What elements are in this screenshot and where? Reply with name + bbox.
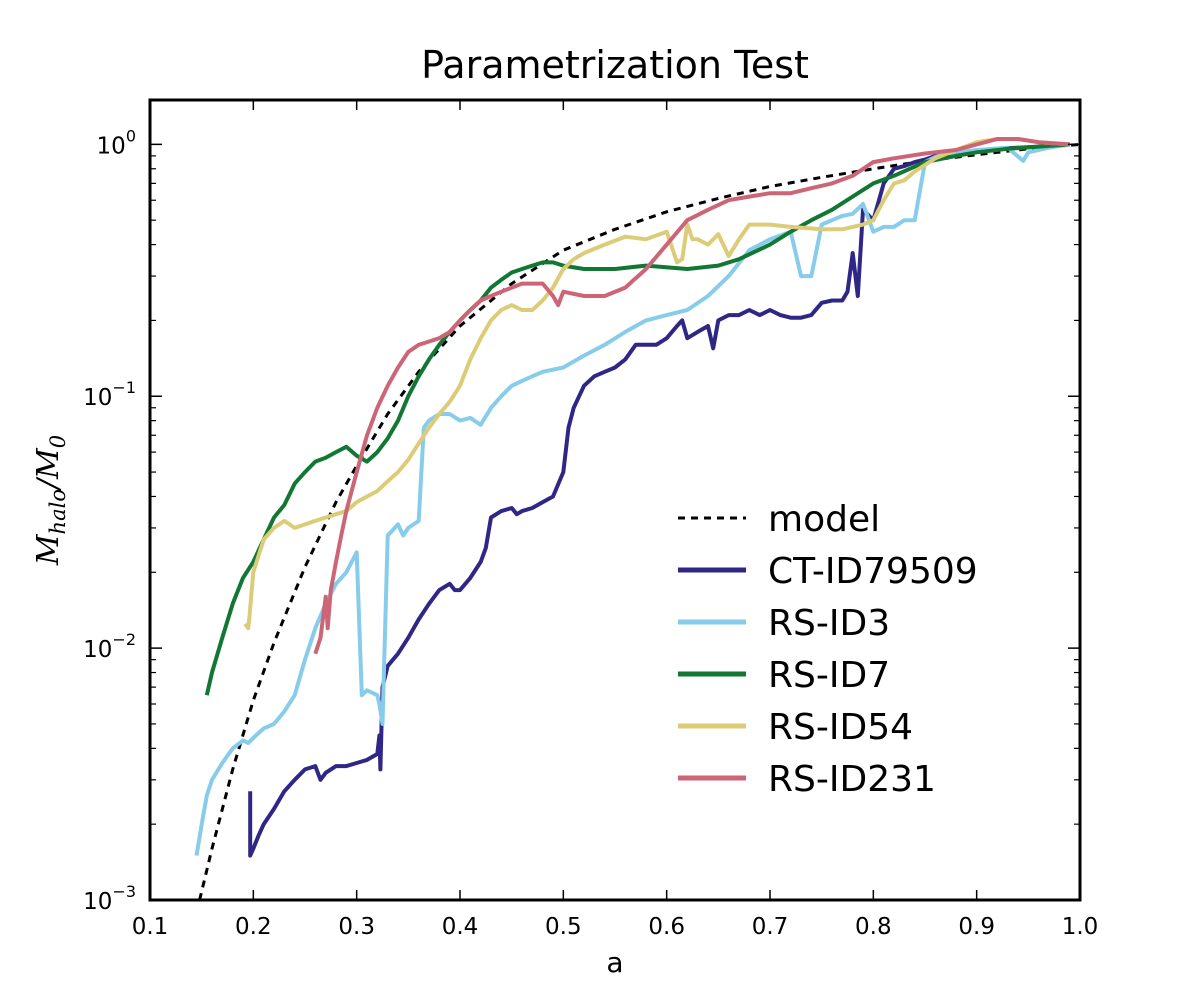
series-line-rs-id7 — [204, 142, 1070, 696]
x-tick-label: 0.2 — [235, 914, 272, 940]
plot-lines — [194, 137, 1080, 900]
y-tick-label: 100 — [97, 126, 136, 159]
y-tick-label: 10−1 — [83, 378, 136, 411]
x-tick-label: 0.9 — [958, 914, 995, 940]
legend-label: RS-ID7 — [768, 655, 890, 696]
y-ticks: 100 10−1 10−2 10−3 — [83, 126, 1080, 915]
y-axis-label: Mhalo/M0 — [31, 435, 70, 566]
series-line-rs-id3 — [194, 142, 1071, 856]
x-tick-label: 1.0 — [1062, 914, 1099, 940]
legend-label: RS-ID3 — [768, 603, 890, 644]
series-line-rs-id231 — [313, 137, 1070, 655]
series-line-model — [198, 142, 1080, 900]
x-tick-label: 0.1 — [132, 914, 169, 940]
x-tick-label: 0.8 — [855, 914, 892, 940]
series-line-rs-id54 — [243, 137, 1070, 631]
legend: model CT-ID79509 RS-ID3 RS-ID7 RS-ID54 RS-ID2… — [678, 499, 978, 800]
y-tick-label: 10−3 — [83, 882, 136, 915]
x-tick-label: 0.5 — [545, 914, 582, 940]
legend-label: RS-ID54 — [768, 707, 913, 748]
y-tick-label: 10−2 — [83, 630, 136, 663]
plot-frame — [148, 98, 1082, 902]
legend-label: model — [768, 499, 880, 540]
x-axis-label: a — [606, 946, 623, 979]
legend-label: CT-ID79509 — [768, 551, 978, 592]
x-tick-label: 0.6 — [648, 914, 685, 940]
x-ticks: 0.1 0.2 0.3 0.4 0.5 0.6 0.7 0.8 0.9 1.0 — [132, 100, 1099, 940]
legend-label: RS-ID231 — [768, 759, 936, 800]
x-tick-label: 0.4 — [442, 914, 479, 940]
x-tick-label: 0.7 — [752, 914, 789, 940]
chart-title: Parametrization Test — [421, 43, 809, 87]
x-tick-label: 0.3 — [338, 914, 375, 940]
